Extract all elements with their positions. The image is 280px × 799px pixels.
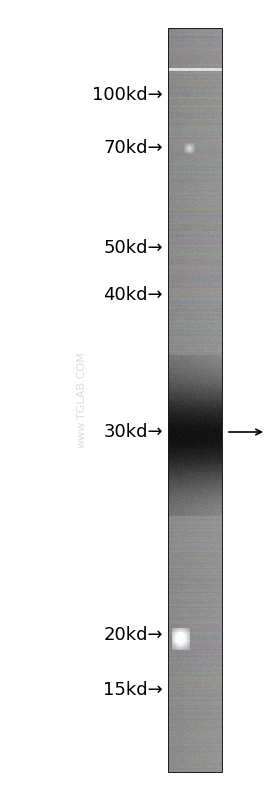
Text: 50kd→: 50kd→	[103, 239, 163, 257]
Bar	[168, 28, 222, 772]
Text: www.TGLAB.COM: www.TGLAB.COM	[77, 352, 87, 448]
Text: 15kd→: 15kd→	[103, 681, 163, 699]
Text: 100kd→: 100kd→	[92, 86, 163, 104]
Text: 40kd→: 40kd→	[103, 286, 163, 304]
Text: 30kd→: 30kd→	[103, 423, 163, 441]
Text: 70kd→: 70kd→	[103, 139, 163, 157]
Text: 20kd→: 20kd→	[103, 626, 163, 644]
